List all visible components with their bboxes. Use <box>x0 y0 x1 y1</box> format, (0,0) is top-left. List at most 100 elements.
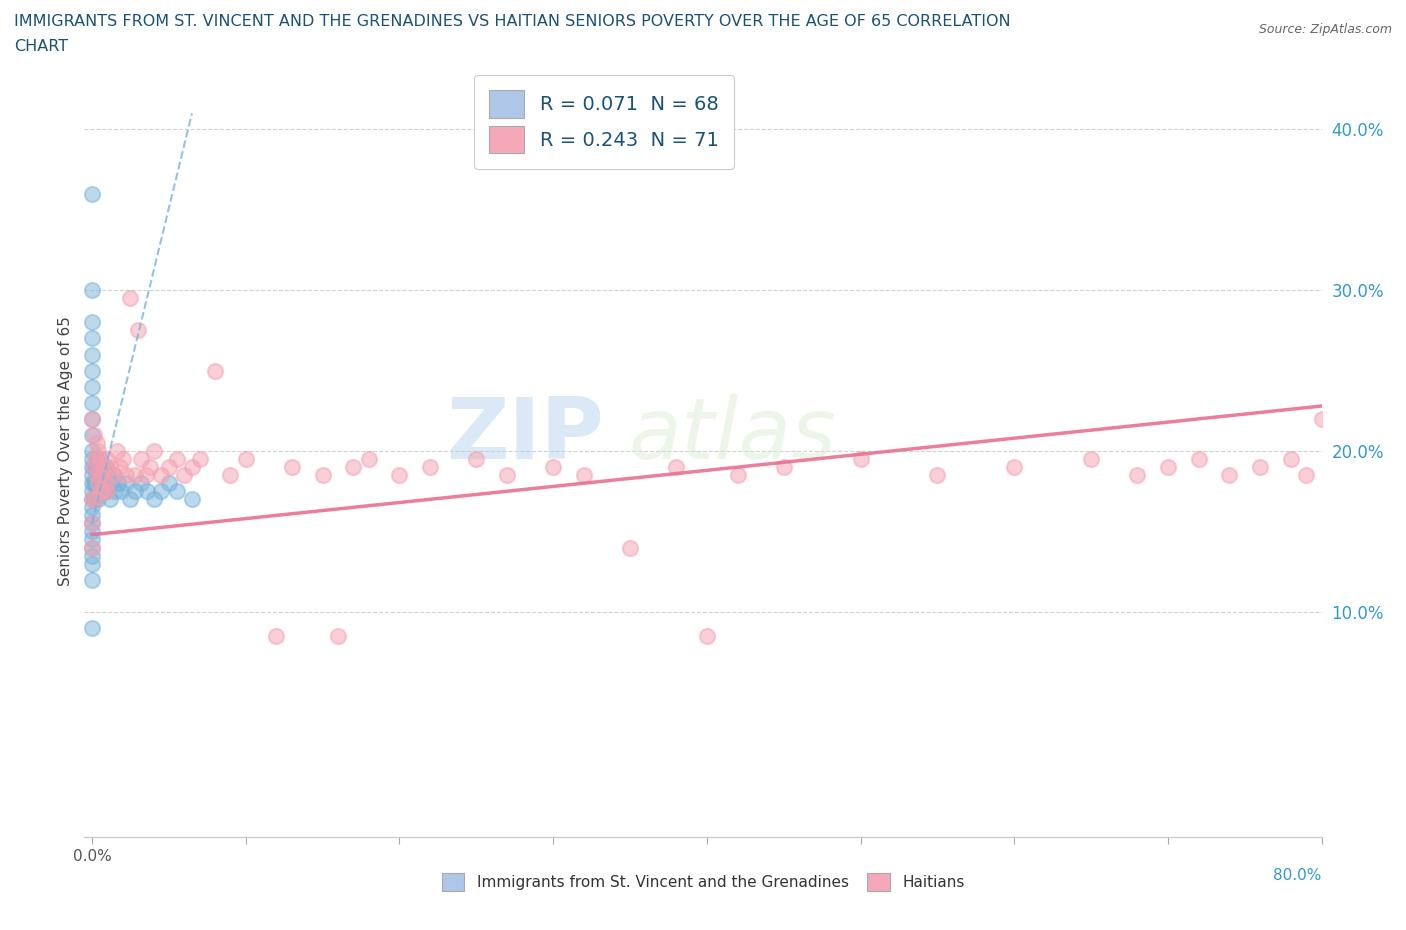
Point <box>727 468 749 483</box>
Point <box>104 484 127 498</box>
Y-axis label: Seniors Poverty Over the Age of 65: Seniors Poverty Over the Age of 65 <box>58 316 73 586</box>
Point <box>281 459 304 474</box>
Point <box>87 444 110 458</box>
Point <box>80 516 103 531</box>
Point <box>103 468 125 483</box>
Point <box>80 508 103 523</box>
Point <box>83 476 105 491</box>
Point <box>80 444 103 458</box>
Point <box>86 435 108 450</box>
Point <box>157 459 180 474</box>
Point <box>94 476 117 491</box>
Point <box>80 620 103 635</box>
Point <box>84 459 107 474</box>
Point <box>665 459 688 474</box>
Point <box>80 411 103 426</box>
Point <box>1310 411 1333 426</box>
Point <box>96 452 118 467</box>
Point <box>90 484 112 498</box>
Point <box>86 468 108 483</box>
Point <box>166 452 188 467</box>
Point <box>91 476 114 491</box>
Point <box>136 484 159 498</box>
Point <box>91 484 114 498</box>
Point <box>96 468 118 483</box>
Legend: Immigrants from St. Vincent and the Grenadines, Haitians: Immigrants from St. Vincent and the Gren… <box>434 865 972 898</box>
Point <box>80 492 103 507</box>
Point <box>157 476 180 491</box>
Point <box>80 364 103 379</box>
Point <box>84 452 107 467</box>
Point <box>142 444 165 458</box>
Point <box>219 468 242 483</box>
Point <box>127 323 149 338</box>
Text: atlas: atlas <box>628 394 837 477</box>
Point <box>129 476 152 491</box>
Point <box>111 452 134 467</box>
Point <box>419 459 441 474</box>
Point <box>83 459 105 474</box>
Point <box>83 459 105 474</box>
Point <box>80 395 103 410</box>
Point <box>696 629 718 644</box>
Point <box>100 492 122 507</box>
Point <box>541 459 564 474</box>
Point <box>357 452 380 467</box>
Point <box>80 315 103 330</box>
Point <box>80 524 103 538</box>
Point <box>80 572 103 587</box>
Point <box>90 468 112 483</box>
Text: 80.0%: 80.0% <box>1274 868 1322 883</box>
Point <box>110 484 132 498</box>
Point <box>80 540 103 555</box>
Point <box>80 459 103 474</box>
Point <box>1188 452 1211 467</box>
Point <box>80 186 103 201</box>
Point <box>80 540 103 555</box>
Point <box>80 379 103 394</box>
Point <box>87 492 110 507</box>
Point <box>103 468 125 483</box>
Point <box>80 283 103 298</box>
Point <box>388 468 411 483</box>
Point <box>120 291 142 306</box>
Point <box>89 468 111 483</box>
Point <box>96 484 118 498</box>
Point <box>326 629 349 644</box>
Point <box>311 468 333 483</box>
Point <box>181 459 204 474</box>
Point <box>89 452 111 467</box>
Point <box>849 452 872 467</box>
Point <box>86 452 108 467</box>
Point <box>86 468 108 483</box>
Point <box>135 468 157 483</box>
Point <box>86 484 108 498</box>
Point <box>142 492 165 507</box>
Point <box>108 459 131 474</box>
Point <box>619 540 641 555</box>
Point <box>80 532 103 547</box>
Point <box>150 484 173 498</box>
Point <box>87 476 110 491</box>
Point <box>80 452 103 467</box>
Point <box>235 452 257 467</box>
Point <box>1157 459 1180 474</box>
Point <box>80 516 103 531</box>
Point <box>115 476 138 491</box>
Text: IMMIGRANTS FROM ST. VINCENT AND THE GRENADINES VS HAITIAN SENIORS POVERTY OVER T: IMMIGRANTS FROM ST. VINCENT AND THE GREN… <box>14 14 1011 29</box>
Point <box>80 492 103 507</box>
Point <box>1249 459 1271 474</box>
Point <box>80 484 103 498</box>
Point <box>1218 468 1240 483</box>
Point <box>129 452 152 467</box>
Point <box>89 452 111 467</box>
Point <box>496 468 519 483</box>
Point <box>84 492 107 507</box>
Point <box>772 459 794 474</box>
Point <box>83 428 105 443</box>
Point <box>89 484 111 498</box>
Point <box>91 459 114 474</box>
Point <box>342 459 364 474</box>
Point <box>93 459 115 474</box>
Point <box>115 468 138 483</box>
